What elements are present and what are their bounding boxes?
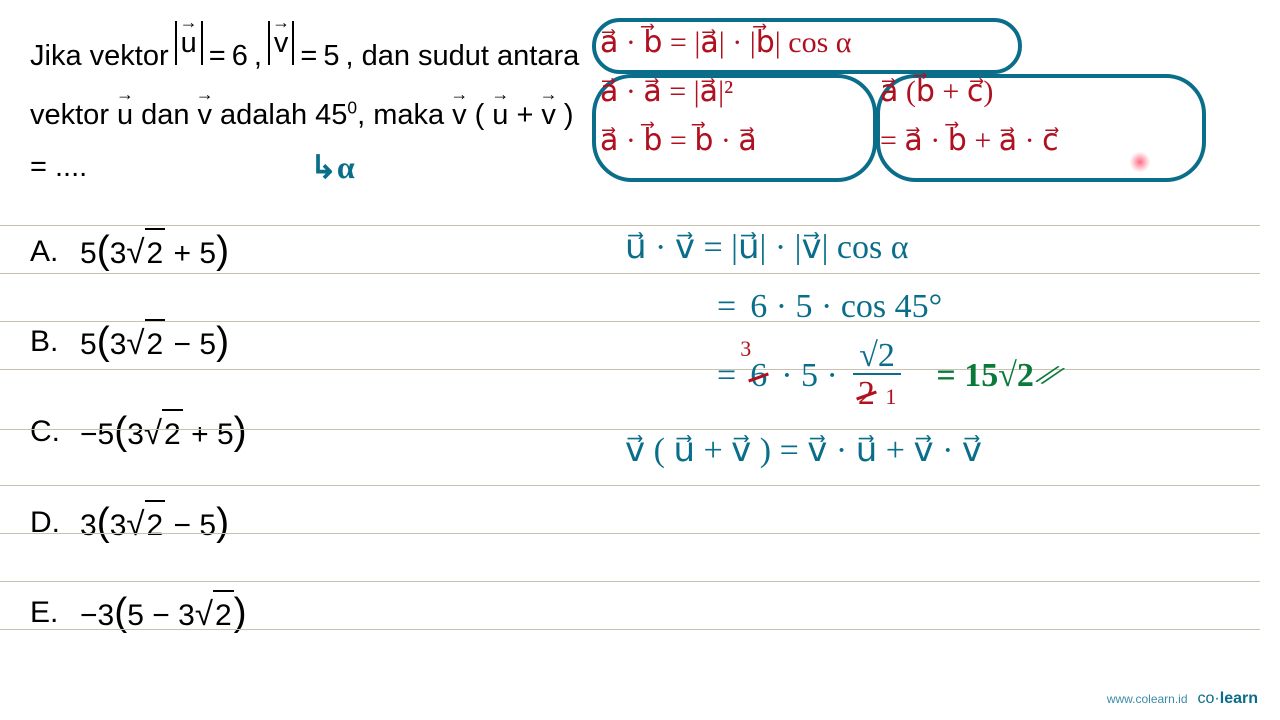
formula-g1: a⃗ (b⃗ + c⃗) <box>880 69 993 114</box>
formula-3: a⃗ · b⃗ = b⃗ · a⃗ <box>600 118 870 163</box>
formula-row-2: a⃗ · a⃗ = |a⃗|² a⃗ (b⃗ + c⃗) <box>600 69 1220 114</box>
equals: = <box>717 350 736 403</box>
footer: www.colearn.id co·learn <box>1107 690 1258 708</box>
formula-1: a⃗ · b⃗ = |a⃗| · |b⃗| cos α <box>600 20 1220 65</box>
formula-box: a⃗ · b⃗ = |a⃗| · |b⃗| cos α a⃗ · a⃗ = |a… <box>600 20 1220 167</box>
worked-solution: u⃗ · v⃗ = |u⃗| · |v⃗| cos α = 6 · 5 · co… <box>625 222 1185 484</box>
comma: , <box>254 33 262 79</box>
vector-v: →v <box>272 20 291 66</box>
text: adalah 450, maka <box>220 92 444 138</box>
u-mag: 6 <box>232 33 248 79</box>
mult: · 5 · <box>781 350 838 403</box>
text: vektor <box>30 92 109 138</box>
question-line-1: Jika vektor →u = 6 , →v = 5 , dan sudut … <box>30 20 590 80</box>
formula-2: a⃗ · a⃗ = |a⃗|² <box>600 69 870 114</box>
footer-url: www.colearn.id <box>1107 692 1188 706</box>
alpha-annotation: ↳α <box>310 148 355 186</box>
formula-row-3: a⃗ · b⃗ = b⃗ · a⃗ = a⃗ · b⃗ + a⃗ · c⃗ <box>600 118 1220 163</box>
result: = 15√2 ⁄⁄ <box>936 350 1055 403</box>
paren: ) <box>564 92 574 138</box>
equals: = <box>717 281 736 334</box>
brand-logo: co·learn <box>1198 690 1258 708</box>
formula-g2: = a⃗ · b⃗ + a⃗ · c⃗ <box>880 118 1059 163</box>
cancel-2: 2 <box>858 375 875 412</box>
work-val: 6 · 5 · cos 45° <box>750 281 942 334</box>
abs-u: →u <box>175 20 203 66</box>
vector-u: →u <box>490 92 510 138</box>
text: , dan sudut antara <box>345 33 579 79</box>
vector-v: →v <box>196 92 215 138</box>
abs-v: →v <box>268 20 295 66</box>
text: = .... <box>30 144 87 190</box>
pointer-highlight-icon <box>1130 152 1150 172</box>
after-cancel: 1 <box>885 384 896 409</box>
plus: + <box>516 92 533 138</box>
work-line-3: = 3 6 · 5 · √2 2 1 = 15√2 ⁄⁄ <box>625 339 1185 413</box>
fraction: √2 2 1 <box>852 339 903 413</box>
denominator: 2 1 <box>852 375 903 413</box>
vector-v: →v <box>539 92 558 138</box>
paren: ( <box>475 92 485 138</box>
numerator: √2 <box>853 339 901 375</box>
text: Jika vektor <box>30 33 169 79</box>
vector-v: →v <box>450 92 469 138</box>
simplify: 3 6 <box>750 350 767 403</box>
text: dan <box>141 92 189 138</box>
cancel-6: 6 <box>750 357 767 394</box>
work-line-4: v⃗ ( u⃗ + v⃗ ) = v⃗ · u⃗ + v⃗ · v⃗ <box>625 425 1185 478</box>
vector-u: →u <box>115 92 135 138</box>
work-line-2: = 6 · 5 · cos 45° <box>625 281 1185 334</box>
vector-u: →u <box>179 20 199 66</box>
v-mag: 5 <box>323 33 339 79</box>
work-line-1: u⃗ · v⃗ = |u⃗| · |v⃗| cos α <box>625 222 1185 275</box>
equals: = <box>300 33 317 79</box>
equals: = <box>209 33 226 79</box>
